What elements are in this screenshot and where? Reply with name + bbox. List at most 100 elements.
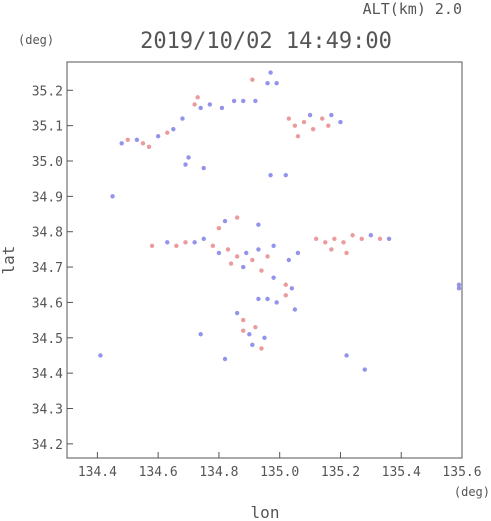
x-axis-unit: (deg) xyxy=(454,485,490,499)
data-point xyxy=(283,293,288,298)
data-point xyxy=(165,240,170,245)
data-point xyxy=(283,282,288,287)
x-tick-label: 135.4 xyxy=(382,465,421,480)
data-point xyxy=(301,119,307,125)
data-point xyxy=(125,137,130,142)
data-point xyxy=(256,247,261,252)
data-point xyxy=(119,141,124,146)
data-point xyxy=(216,250,222,256)
y-tick-label: 34.4 xyxy=(32,367,63,382)
data-point xyxy=(234,215,240,220)
data-point xyxy=(329,112,334,118)
data-point xyxy=(198,105,203,111)
y-tick-label: 34.8 xyxy=(32,226,63,241)
data-point xyxy=(265,296,270,302)
data-point xyxy=(307,112,313,118)
y-tick-label: 34.7 xyxy=(32,261,63,276)
data-point xyxy=(262,335,267,340)
y-axis-label: lat xyxy=(0,246,18,275)
x-tick-label: 134.4 xyxy=(78,465,117,480)
data-point xyxy=(201,165,206,171)
data-point xyxy=(207,102,213,107)
data-point xyxy=(198,332,203,337)
data-point xyxy=(259,268,264,273)
data-point xyxy=(313,236,319,241)
data-point xyxy=(250,77,255,82)
data-point xyxy=(183,162,188,167)
plot-frame xyxy=(66,61,463,459)
y-tick-label: 34.2 xyxy=(32,438,63,453)
altitude-label: ALT(km) 2.0 xyxy=(363,0,462,18)
data-point xyxy=(456,282,462,287)
chart-title: 2019/10/02 14:49:00 xyxy=(140,29,392,54)
data-point xyxy=(310,126,316,132)
y-axis-ticks: 35.2 35.1 35.0 34.9 34.8 34.7 34.6 34.5 34.4 34.3… xyxy=(32,84,73,453)
data-point xyxy=(247,332,252,337)
data-point xyxy=(323,240,328,245)
data-point xyxy=(265,81,270,86)
data-point xyxy=(338,119,343,125)
data-point xyxy=(286,116,292,121)
data-point xyxy=(341,240,346,245)
data-point xyxy=(332,236,337,241)
data-point xyxy=(192,240,197,245)
data-point xyxy=(320,116,325,121)
data-point xyxy=(186,155,191,160)
data-point xyxy=(195,95,200,100)
y-tick-label: 35.1 xyxy=(32,120,63,135)
data-point xyxy=(344,250,349,256)
data-point xyxy=(292,123,298,128)
data-point xyxy=(368,233,374,238)
data-point xyxy=(295,134,301,139)
x-tick-label: 134.8 xyxy=(199,465,238,480)
data-point xyxy=(228,261,234,266)
x-axis-ticks: 134.4 134.6 134.8 135.0 135.2 135.4 135.6 xyxy=(78,452,482,480)
data-point xyxy=(268,70,273,75)
data-point xyxy=(295,250,301,256)
x-axis-label: lon xyxy=(251,503,280,521)
data-point xyxy=(274,81,279,86)
x-tick-label: 135.6 xyxy=(442,465,481,480)
y-tick-label: 34.6 xyxy=(32,296,63,311)
data-point xyxy=(271,275,276,280)
data-point xyxy=(456,286,462,291)
x-tick-label: 135.2 xyxy=(321,465,360,480)
data-point xyxy=(274,300,279,305)
x-tick-label: 135.0 xyxy=(260,465,299,480)
y-tick-label: 34.9 xyxy=(32,190,63,205)
data-point xyxy=(256,222,261,227)
y-tick-label: 35.2 xyxy=(32,84,63,99)
data-point xyxy=(289,286,295,291)
data-point xyxy=(98,353,103,358)
data-point xyxy=(180,116,185,121)
data-point xyxy=(234,254,240,259)
data-point xyxy=(201,236,206,241)
data-point xyxy=(268,172,273,178)
data-point xyxy=(241,328,246,333)
data-point xyxy=(283,172,288,178)
data-point xyxy=(192,102,197,107)
data-point xyxy=(146,144,152,150)
data-point xyxy=(219,105,225,111)
data-point xyxy=(222,218,228,224)
data-point xyxy=(250,342,255,348)
data-point xyxy=(359,236,364,241)
y-tick-label: 34.3 xyxy=(32,403,63,418)
data-point xyxy=(286,257,292,263)
data-point xyxy=(271,243,276,249)
data-point xyxy=(165,130,170,135)
data-point xyxy=(386,236,392,241)
data-point xyxy=(155,134,161,139)
data-point xyxy=(225,247,231,252)
data-point xyxy=(329,247,334,252)
data-point xyxy=(250,257,255,263)
data-point xyxy=(110,194,115,199)
data-point xyxy=(171,126,176,132)
data-point xyxy=(259,346,264,351)
data-point xyxy=(362,367,367,372)
data-point xyxy=(216,225,222,231)
data-point xyxy=(326,123,331,128)
y-axis-unit: (deg) xyxy=(18,33,54,47)
y-tick-label: 35.0 xyxy=(32,155,63,170)
